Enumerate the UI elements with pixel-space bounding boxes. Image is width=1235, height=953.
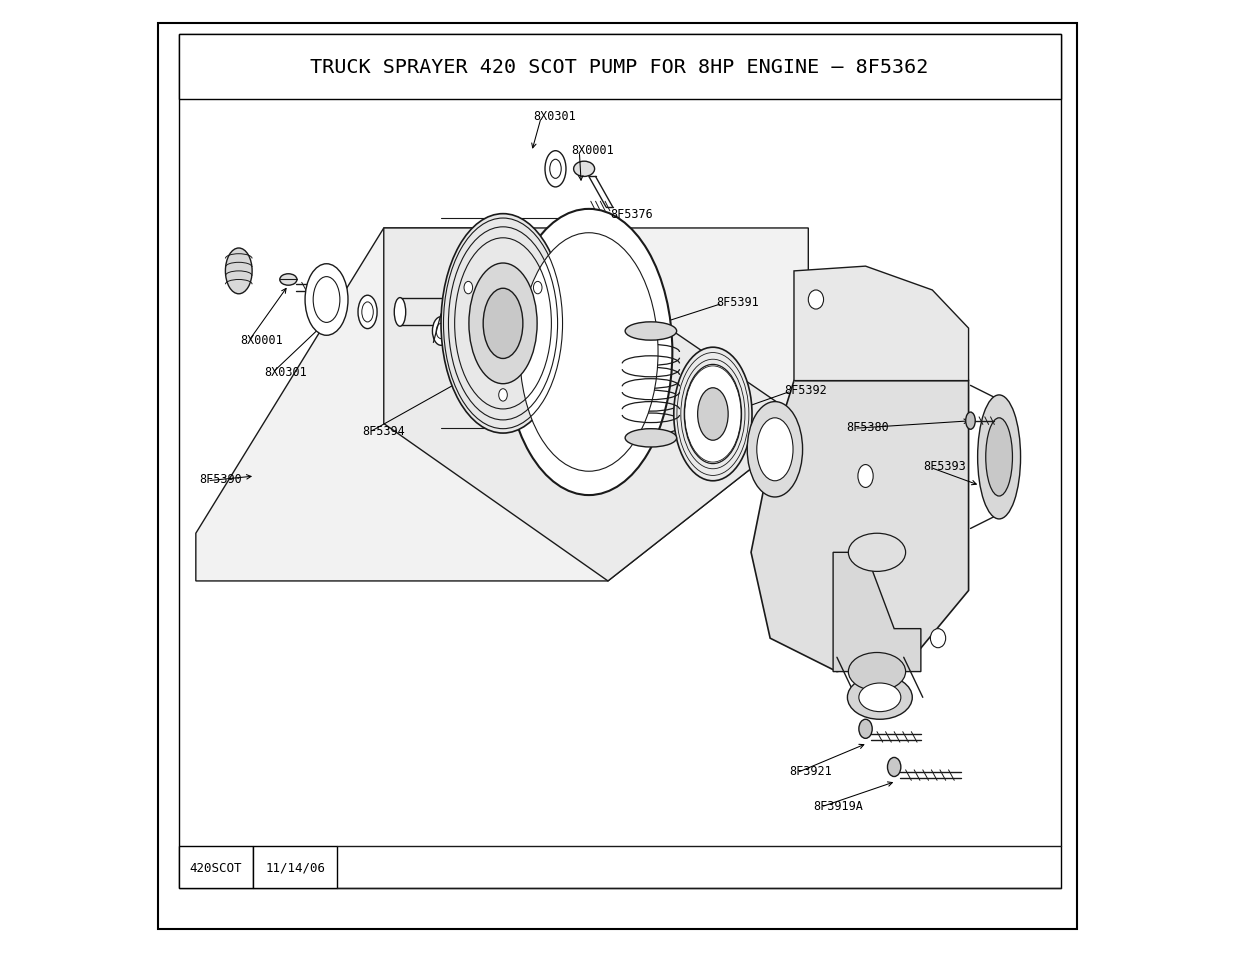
Text: 8X0301: 8X0301 bbox=[264, 365, 308, 378]
Ellipse shape bbox=[858, 683, 900, 712]
Ellipse shape bbox=[698, 389, 729, 441]
Ellipse shape bbox=[848, 534, 905, 572]
Bar bbox=[179, 846, 253, 888]
Ellipse shape bbox=[436, 324, 446, 339]
Ellipse shape bbox=[226, 249, 252, 294]
Ellipse shape bbox=[322, 280, 331, 295]
Bar bbox=[253, 846, 337, 888]
Ellipse shape bbox=[848, 653, 905, 691]
Ellipse shape bbox=[305, 264, 348, 335]
Ellipse shape bbox=[545, 152, 566, 188]
Ellipse shape bbox=[464, 282, 473, 294]
Text: 8X0001: 8X0001 bbox=[241, 334, 283, 347]
Ellipse shape bbox=[280, 274, 296, 286]
Text: 8F5393: 8F5393 bbox=[923, 459, 966, 473]
Ellipse shape bbox=[684, 365, 741, 464]
Ellipse shape bbox=[808, 291, 824, 310]
Ellipse shape bbox=[520, 233, 658, 472]
Ellipse shape bbox=[358, 295, 377, 330]
Text: 8X0001: 8X0001 bbox=[572, 144, 615, 157]
Text: 420SCOT: 420SCOT bbox=[190, 861, 242, 874]
Text: 8F5376: 8F5376 bbox=[610, 208, 652, 221]
Text: 8F5380: 8F5380 bbox=[846, 420, 889, 434]
Text: 8F3919A: 8F3919A bbox=[813, 799, 863, 812]
Ellipse shape bbox=[432, 317, 450, 346]
Ellipse shape bbox=[978, 395, 1020, 519]
Ellipse shape bbox=[443, 298, 456, 327]
Polygon shape bbox=[794, 267, 968, 381]
Ellipse shape bbox=[550, 160, 561, 179]
Text: 11/14/06: 11/14/06 bbox=[266, 861, 325, 874]
Ellipse shape bbox=[394, 298, 406, 327]
Ellipse shape bbox=[966, 413, 976, 430]
Text: 8F3921: 8F3921 bbox=[789, 764, 832, 778]
Text: 8F5394: 8F5394 bbox=[362, 424, 405, 437]
Ellipse shape bbox=[534, 282, 542, 294]
Ellipse shape bbox=[757, 418, 793, 481]
Text: 8X0301: 8X0301 bbox=[534, 110, 577, 123]
Text: 8F5390: 8F5390 bbox=[200, 473, 242, 486]
Ellipse shape bbox=[674, 348, 752, 481]
Polygon shape bbox=[751, 381, 968, 672]
Text: 8F5391: 8F5391 bbox=[716, 295, 758, 309]
Ellipse shape bbox=[573, 162, 594, 177]
Text: TRUCK SPRAYER 420 SCOT PUMP FOR 8HP ENGINE – 8F5362: TRUCK SPRAYER 420 SCOT PUMP FOR 8HP ENGI… bbox=[310, 58, 929, 77]
Ellipse shape bbox=[930, 629, 946, 648]
Text: 8F5392: 8F5392 bbox=[784, 383, 827, 396]
Polygon shape bbox=[196, 229, 808, 581]
Ellipse shape bbox=[888, 758, 900, 777]
Ellipse shape bbox=[483, 289, 522, 359]
Ellipse shape bbox=[858, 465, 873, 488]
Ellipse shape bbox=[362, 302, 373, 322]
Bar bbox=[179, 35, 1061, 100]
Ellipse shape bbox=[625, 322, 677, 341]
Ellipse shape bbox=[441, 214, 566, 434]
Ellipse shape bbox=[625, 429, 677, 448]
Ellipse shape bbox=[847, 676, 913, 720]
Polygon shape bbox=[834, 553, 921, 672]
Ellipse shape bbox=[469, 264, 537, 384]
Ellipse shape bbox=[314, 277, 340, 323]
Ellipse shape bbox=[505, 210, 672, 496]
Ellipse shape bbox=[499, 389, 508, 402]
Ellipse shape bbox=[858, 720, 872, 739]
Ellipse shape bbox=[986, 418, 1013, 497]
Bar bbox=[179, 35, 1061, 888]
Ellipse shape bbox=[747, 402, 803, 497]
Polygon shape bbox=[384, 229, 808, 581]
